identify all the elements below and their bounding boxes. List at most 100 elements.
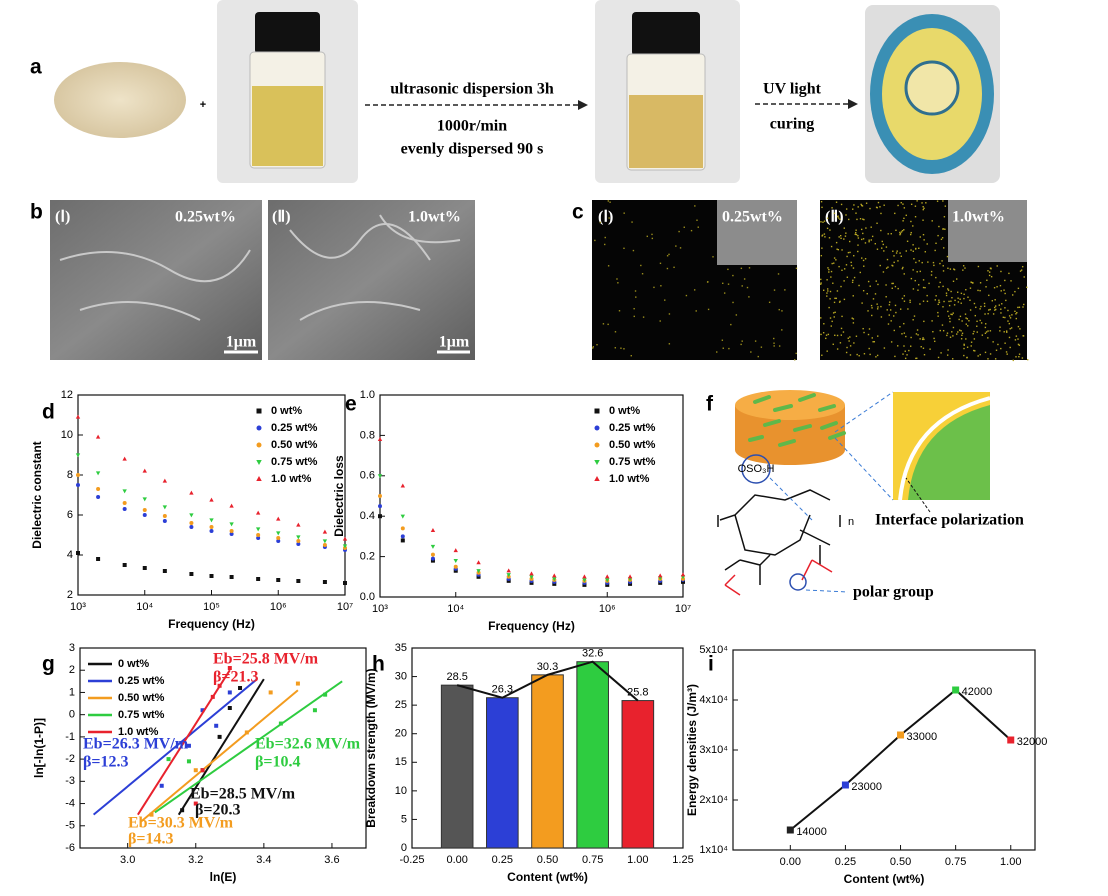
eds-dot <box>716 351 718 353</box>
y-axis-label: ln[-ln(1-P)] <box>32 718 46 778</box>
eds-dot <box>829 298 831 300</box>
eds-dot <box>948 304 951 307</box>
marker <box>210 694 215 699</box>
eds-dot <box>826 350 828 352</box>
eds-dot <box>945 294 948 297</box>
marker <box>952 686 960 694</box>
eds-dot <box>972 281 974 284</box>
eds-dot <box>885 296 887 298</box>
x-tick-label: 0.25 <box>492 854 513 866</box>
eds-dot <box>859 218 862 220</box>
vial-cap <box>255 12 320 54</box>
eds-dot <box>894 355 896 358</box>
plus: + <box>200 99 206 111</box>
marker <box>95 434 101 439</box>
eds-dot <box>607 323 609 326</box>
eds-dot <box>838 301 841 303</box>
marker <box>166 757 171 762</box>
y-tick-label: 2 <box>69 664 75 676</box>
eds-dot <box>920 345 922 348</box>
eds-dot <box>903 295 906 297</box>
eds-dot <box>858 355 860 357</box>
marker <box>149 812 154 817</box>
eds-dot <box>899 308 902 310</box>
eds-dot <box>773 342 775 344</box>
eds-dot <box>727 283 730 285</box>
eds-dot <box>967 296 969 298</box>
arrow-head <box>848 99 858 109</box>
eds-dot <box>965 289 967 291</box>
eds-dot <box>868 240 870 243</box>
eds-dot <box>1017 338 1019 340</box>
plot-frame <box>79 647 367 849</box>
eds-dot <box>845 214 847 216</box>
marker <box>229 522 234 527</box>
eds-dot <box>899 231 901 234</box>
y-tick-label: 8 <box>67 469 73 481</box>
y-tick-label: 10 <box>61 429 73 441</box>
x-tick-label: 3.4 <box>256 854 271 866</box>
marker <box>400 514 406 519</box>
y-axis-label: Energy densities (J/m³) <box>685 684 699 816</box>
eds-dot <box>857 235 859 237</box>
eds-dot <box>829 290 832 293</box>
eds-dot <box>988 271 991 273</box>
eds-dot <box>880 305 882 308</box>
eds-dot <box>834 297 836 300</box>
eds-dot <box>937 311 939 314</box>
eds-dot <box>861 204 863 207</box>
eds-dot <box>996 286 998 288</box>
eds-dot <box>938 225 940 228</box>
marker <box>256 536 261 540</box>
eds-dot <box>958 329 961 331</box>
eds-dot <box>914 279 916 282</box>
eds-dot <box>839 218 841 220</box>
marker <box>278 721 283 726</box>
eds-dot <box>875 280 877 282</box>
eds-dot <box>960 338 963 340</box>
marker <box>680 572 686 577</box>
eds-dot <box>890 320 892 322</box>
eds-dot <box>835 297 837 300</box>
eds-dot <box>732 301 734 304</box>
marker <box>122 501 127 505</box>
powder <box>54 62 186 138</box>
y-tick-label: 4 <box>67 549 73 561</box>
eds-dot <box>602 323 605 325</box>
marker <box>276 516 281 521</box>
eds-dot <box>852 295 854 297</box>
eds-dot <box>947 289 950 291</box>
eds-dot <box>683 226 685 228</box>
eds-dot <box>910 220 912 223</box>
eds-dot <box>941 260 943 262</box>
eds-dot <box>994 305 997 307</box>
eds-dot <box>862 232 864 235</box>
eds-dot <box>909 345 912 347</box>
eds-dot <box>868 328 871 330</box>
eds-dot <box>712 256 714 258</box>
eds-inset <box>717 200 797 265</box>
eds-dot <box>845 232 847 234</box>
eds-dot <box>981 334 984 336</box>
eds-dot <box>604 236 606 239</box>
eds-dot <box>951 331 953 333</box>
eds-dot <box>903 332 906 334</box>
marker <box>227 690 232 695</box>
eds-dot <box>822 332 825 334</box>
eds-dot <box>618 310 621 312</box>
annotation: polar group <box>853 584 934 601</box>
eds-dot <box>855 231 857 234</box>
eds-dot <box>1019 270 1022 272</box>
eds-dot <box>879 206 881 208</box>
eds-dot <box>860 228 863 231</box>
eds-dot <box>890 341 893 343</box>
y-tick-label: 0 <box>69 709 75 721</box>
eds-dot <box>985 286 987 288</box>
marker <box>342 536 348 541</box>
eds-dot <box>754 340 757 342</box>
eds-dot <box>922 219 924 221</box>
eds-dot <box>664 299 666 301</box>
eds-dot <box>984 326 987 329</box>
eds-dot <box>938 286 940 288</box>
eds-dot <box>1009 346 1011 349</box>
